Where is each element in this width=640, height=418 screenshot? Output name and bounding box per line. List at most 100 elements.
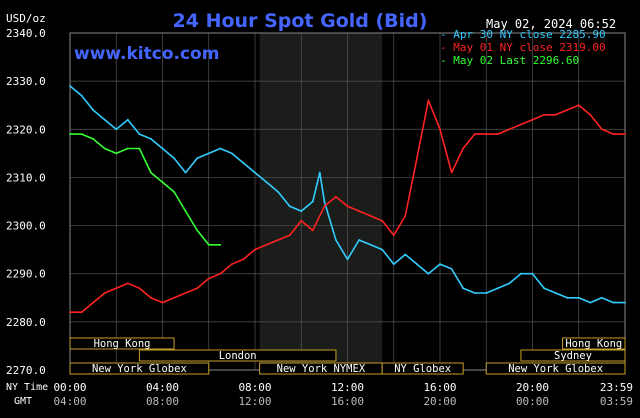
session-box	[520, 349, 626, 362]
series-point-0	[277, 191, 279, 193]
series-point-1	[439, 128, 441, 131]
session-label: New York Globex	[92, 363, 187, 375]
series-point-1	[358, 210, 360, 213]
series-point-1	[184, 292, 187, 294]
series-point-1	[392, 234, 395, 237]
session-box	[485, 362, 626, 375]
y-tick-label: 2320.0	[6, 123, 46, 136]
series-point-2	[161, 181, 164, 184]
series-point-1	[150, 296, 152, 299]
legend: - Apr 30 NY close 2285.90- May 01 NY clo…	[440, 28, 606, 67]
series-point-1	[577, 104, 580, 107]
series-point-0	[103, 118, 106, 121]
y-tick-label: 2310.0	[6, 171, 46, 184]
series-point-2	[173, 191, 176, 193]
series-point-0	[242, 162, 245, 164]
session-label: New York Globex	[508, 363, 603, 375]
series-point-0	[392, 263, 395, 265]
series-point-1	[450, 171, 453, 174]
series-point-1	[126, 282, 129, 285]
y-tick-label: 2300.0	[6, 220, 46, 233]
series-point-0	[485, 292, 488, 294]
series-point-1	[207, 277, 210, 280]
series-point-2	[126, 147, 129, 150]
series-point-1	[311, 229, 314, 232]
series-point-1	[103, 292, 106, 294]
series-point-1	[300, 219, 303, 222]
series-point-0	[566, 296, 569, 299]
series-point-1	[288, 234, 291, 237]
series-point-1	[416, 157, 418, 160]
x-row-label-gmt: GMT	[14, 396, 32, 407]
series-point-1	[589, 113, 592, 116]
series-point-1	[80, 311, 83, 314]
x-tick-gmt: 00:00	[516, 395, 549, 408]
series-point-2	[150, 171, 152, 174]
series-point-0	[439, 263, 441, 265]
series-point-0	[318, 171, 321, 174]
series-point-0	[323, 200, 326, 203]
series-point-0	[577, 296, 580, 299]
legend-entry: - Apr 30 NY close 2285.90	[440, 28, 606, 41]
series-point-0	[416, 263, 418, 265]
series-point-1	[335, 195, 337, 198]
series-point-1	[196, 287, 199, 290]
x-tick-labels: NY TimeGMT00:0004:0004:0008:0008:0012:00…	[6, 381, 633, 408]
series-point-1	[485, 133, 488, 136]
x-tick-ny: 23:59	[600, 381, 633, 394]
series-point-0	[288, 205, 291, 208]
series-point-1	[277, 239, 279, 241]
series-point-0	[196, 157, 199, 160]
series-point-0	[427, 272, 430, 275]
x-tick-ny: 12:00	[331, 381, 364, 394]
series-point-0	[520, 272, 522, 275]
timestamp: May 02, 2024 06:52	[486, 17, 616, 31]
series-point-0	[369, 243, 372, 246]
legend-entry: - May 01 NY close 2319.00	[440, 41, 606, 54]
series-point-1	[346, 205, 349, 208]
series-point-1	[612, 133, 615, 136]
series-point-0	[126, 118, 129, 121]
series-point-0	[589, 301, 592, 304]
x-tick-ny: 04:00	[146, 381, 179, 394]
y-tick-label: 2340.0	[6, 27, 46, 40]
series-point-1	[404, 215, 407, 217]
series-point-0	[311, 200, 314, 203]
series-point-1	[473, 133, 476, 136]
series-point-0	[450, 268, 453, 270]
series-point-1	[115, 287, 118, 290]
chart-title: 24 Hour Spot Gold (Bid)	[173, 10, 428, 32]
series-point-0	[265, 181, 268, 184]
x-tick-gmt: 03:59	[600, 395, 633, 408]
session-box	[69, 362, 210, 375]
x-tick-ny: 08:00	[238, 381, 271, 394]
y-tick-label: 2270.0	[6, 364, 46, 377]
series-point-1	[69, 311, 71, 314]
series-point-0	[543, 287, 545, 290]
series-point-1	[254, 248, 256, 251]
series-point-1	[462, 147, 464, 150]
series-point-0	[300, 210, 303, 213]
series-point-0	[404, 253, 407, 256]
watermark: www.kitco.com	[74, 44, 219, 64]
x-tick-ny: 20:00	[516, 381, 549, 394]
series-line-2	[70, 133, 221, 246]
y-tick-label: 2330.0	[6, 75, 46, 88]
session-label: New York NYMEX	[277, 363, 366, 375]
series-point-0	[601, 296, 603, 299]
series-point-0	[508, 282, 511, 285]
series-point-0	[69, 85, 71, 87]
series-point-0	[473, 292, 476, 294]
series-point-0	[138, 133, 141, 136]
series-point-0	[115, 128, 118, 131]
series-point-2	[92, 138, 94, 140]
series-point-0	[173, 157, 176, 160]
series-point-1	[161, 301, 164, 304]
series-point-2	[219, 243, 222, 246]
x-tick-gmt: 12:00	[238, 395, 271, 408]
series-point-1	[92, 301, 94, 304]
series-point-2	[115, 152, 118, 155]
series-point-0	[254, 171, 256, 174]
series-point-1	[543, 113, 545, 116]
x-tick-gmt: 08:00	[146, 395, 179, 408]
